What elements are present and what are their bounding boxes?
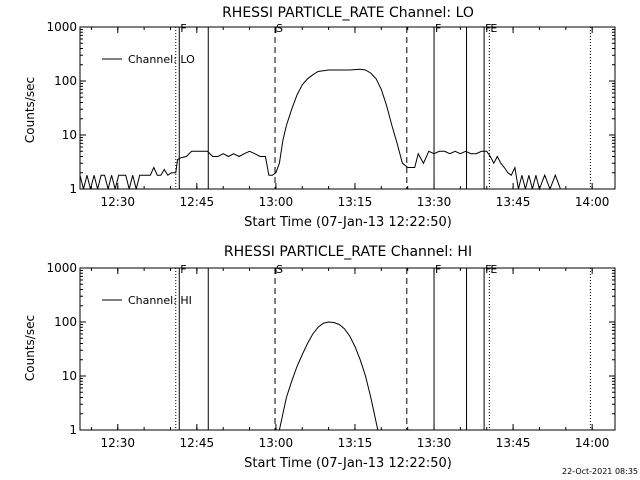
- chart-title: RHESSI PARTICLE_RATE Channel: HI: [224, 244, 472, 260]
- x-axis-label: Start Time (07-Jan-13 12:22:50): [244, 215, 452, 230]
- time-marker-label: F: [485, 22, 491, 35]
- y-tick-label: 1000: [46, 261, 77, 275]
- y-axis-label: Counts/sec: [23, 315, 37, 381]
- time-marker-label: E: [490, 22, 497, 35]
- x-tick-label: 12:30: [100, 195, 135, 209]
- legend-entry: Channel: LO: [128, 53, 195, 66]
- time-marker-label: F: [435, 263, 441, 276]
- y-tick-label: 100: [54, 74, 77, 88]
- x-tick-label: 13:15: [338, 436, 373, 450]
- time-marker-label: E: [490, 263, 497, 276]
- time-marker-label: F: [180, 22, 186, 35]
- y-tick-label: 1: [69, 423, 77, 437]
- time-marker-label: S: [276, 22, 283, 35]
- time-marker-label: F: [485, 263, 491, 276]
- y-tick-label: 1: [69, 182, 77, 196]
- y-tick-label: 10: [62, 369, 77, 383]
- chart-panel-lo: RHESSI PARTICLE_RATE Channel: LO Counts/…: [23, 5, 616, 230]
- legend-entry: Channel: HI: [128, 294, 192, 307]
- y-tick-label: 10: [62, 128, 77, 142]
- x-tick-label: 12:30: [100, 436, 135, 450]
- time-marker-label: F: [435, 22, 441, 35]
- x-tick-label: 13:00: [259, 195, 294, 209]
- y-tick-label: 100: [54, 315, 77, 329]
- x-tick-label: 13:00: [259, 436, 294, 450]
- series-line: [278, 321, 379, 431]
- plot-area: 1 10 100 1000 12:30 12:45 13:00 13:15 13:30 13:45…: [46, 261, 616, 450]
- plot-area: 1 10 100 1000 12:30 12:45 13:00 13:15 13:30 13:45…: [46, 20, 616, 209]
- x-tick-label: 12:45: [180, 195, 215, 209]
- x-tick-label: 13:45: [496, 195, 531, 209]
- time-marker-label: S: [276, 263, 283, 276]
- chart-panel-hi: RHESSI PARTICLE_RATE Channel: HI Counts/…: [23, 244, 616, 471]
- plot-frame: [79, 267, 616, 431]
- time-marker-label: F: [180, 263, 186, 276]
- x-tick-label: 13:45: [496, 436, 531, 450]
- x-tick-label: 14:00: [575, 436, 610, 450]
- x-tick-label: 12:45: [180, 436, 215, 450]
- y-axis-label: Counts/sec: [23, 77, 37, 143]
- plot-frame: [79, 26, 616, 190]
- y-tick-label: 1000: [46, 20, 77, 34]
- footer-timestamp: 22-Oct-2021 08:35: [562, 467, 638, 476]
- series-line: [79, 68, 582, 191]
- x-axis-label: Start Time (07-Jan-13 12:22:50): [244, 456, 452, 471]
- x-tick-label: 13:15: [338, 195, 373, 209]
- x-tick-label: 13:30: [417, 436, 452, 450]
- x-tick-label: 13:30: [417, 195, 452, 209]
- chart-title: RHESSI PARTICLE_RATE Channel: LO: [222, 5, 474, 21]
- x-tick-label: 14:00: [575, 195, 610, 209]
